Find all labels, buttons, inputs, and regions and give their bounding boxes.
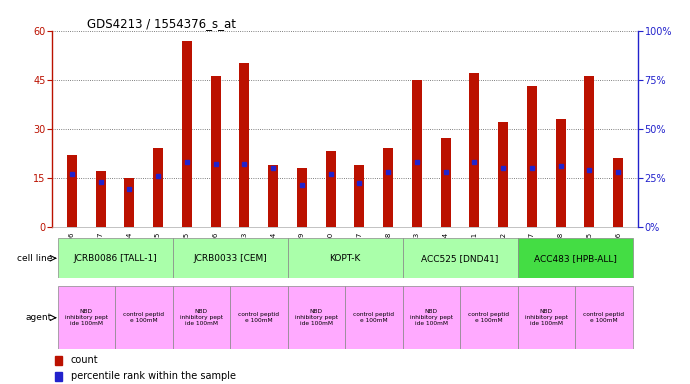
Bar (172, 238, 288, 278)
Bar (268, 165, 278, 227)
Bar (613, 158, 623, 227)
Bar (326, 152, 335, 227)
Text: GDS4213 / 1554376_s_at: GDS4213 / 1554376_s_at (87, 17, 236, 30)
Bar (383, 148, 393, 227)
Text: control peptid
e 100mM: control peptid e 100mM (353, 312, 394, 323)
Bar (441, 139, 451, 227)
Bar (460, 286, 518, 349)
Text: JCRB0086 [TALL-1]: JCRB0086 [TALL-1] (73, 254, 157, 263)
Bar (57, 238, 172, 278)
Bar (153, 148, 163, 227)
Text: ACC483 [HPB-ALL]: ACC483 [HPB-ALL] (533, 254, 616, 263)
Bar (230, 286, 288, 349)
Bar (527, 86, 537, 227)
Text: control peptid
e 100mM: control peptid e 100mM (124, 312, 164, 323)
Bar (55, 372, 61, 381)
Bar (115, 286, 172, 349)
Text: NBD
inhibitory pept
ide 100mM: NBD inhibitory pept ide 100mM (65, 310, 108, 326)
Bar (518, 238, 633, 278)
Text: count: count (71, 356, 99, 366)
Bar (297, 168, 307, 227)
Bar (402, 286, 460, 349)
Bar (96, 171, 106, 227)
Bar (239, 63, 249, 227)
Bar (584, 76, 594, 227)
Text: NBD
inhibitory pept
ide 100mM: NBD inhibitory pept ide 100mM (525, 310, 568, 326)
Text: agent: agent (26, 313, 52, 322)
Bar (210, 76, 221, 227)
Text: percentile rank within the sample: percentile rank within the sample (71, 371, 236, 381)
Bar (288, 286, 345, 349)
Text: NBD
inhibitory pept
ide 100mM: NBD inhibitory pept ide 100mM (180, 310, 223, 326)
Bar (182, 41, 192, 227)
Text: control peptid
e 100mM: control peptid e 100mM (583, 312, 624, 323)
Text: cell line: cell line (17, 254, 52, 263)
Bar (498, 122, 508, 227)
Bar (345, 286, 402, 349)
Bar (67, 155, 77, 227)
Bar (575, 286, 633, 349)
Bar (469, 73, 480, 227)
Bar (55, 356, 61, 365)
Bar (172, 286, 230, 349)
Text: control peptid
e 100mM: control peptid e 100mM (469, 312, 509, 323)
Text: KOPT-K: KOPT-K (329, 254, 361, 263)
Text: control peptid
e 100mM: control peptid e 100mM (238, 312, 279, 323)
Bar (57, 286, 115, 349)
Bar (402, 238, 518, 278)
Bar (355, 165, 364, 227)
Text: JCRB0033 [CEM]: JCRB0033 [CEM] (193, 254, 267, 263)
Bar (124, 178, 135, 227)
Bar (412, 80, 422, 227)
Text: NBD
inhibitory pept
ide 100mM: NBD inhibitory pept ide 100mM (410, 310, 453, 326)
Bar (555, 119, 566, 227)
Bar (288, 238, 402, 278)
Text: ACC525 [DND41]: ACC525 [DND41] (422, 254, 499, 263)
Text: NBD
inhibitory pept
ide 100mM: NBD inhibitory pept ide 100mM (295, 310, 337, 326)
Bar (518, 286, 575, 349)
